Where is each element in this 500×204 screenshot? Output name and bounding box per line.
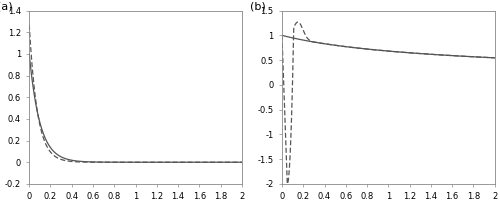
Text: (b): (b) <box>250 2 266 12</box>
Text: (a): (a) <box>0 2 13 12</box>
